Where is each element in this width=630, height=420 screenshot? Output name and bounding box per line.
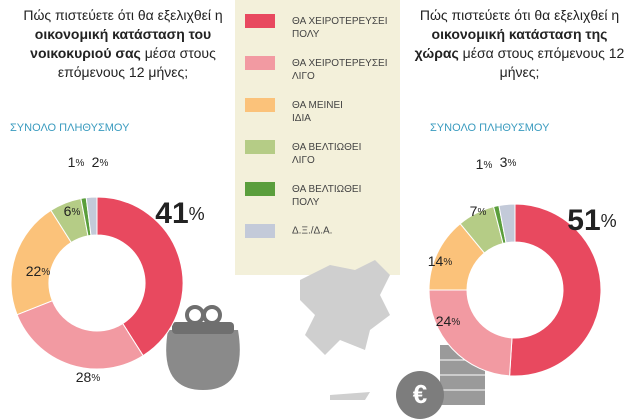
donut-slice bbox=[96, 196, 184, 357]
legend-label: ΘΑ ΜΕΙΝΕΙ ΙΔΙΑ bbox=[292, 100, 346, 124]
donut-slice bbox=[16, 300, 144, 370]
legend-label: ΘΑ ΒΕΛΤΙΩΘΕΙ ΛΙΓΟ bbox=[292, 142, 364, 166]
value-unit: % bbox=[91, 373, 100, 384]
legend-line: ΙΔΙΑ bbox=[292, 113, 311, 124]
value-number: 51 bbox=[567, 204, 600, 237]
legend-swatch bbox=[245, 98, 275, 112]
value-number: 3 bbox=[500, 154, 508, 170]
legend-line: ΘΑ ΒΕΛΤΙΩΘΕΙ bbox=[292, 184, 364, 195]
value-label: 1% bbox=[68, 154, 85, 170]
value-number: 41 bbox=[155, 197, 188, 230]
subtitle: ΣΥΝΟΛΟ ΠΛΗΘΥΣΜΟΥ bbox=[10, 122, 130, 134]
value-label: 24% bbox=[436, 313, 461, 329]
legend-line: ΘΑ ΒΕΛΤΙΩΘΕΙ bbox=[292, 142, 364, 153]
legend-swatch bbox=[245, 140, 275, 154]
value-unit: % bbox=[71, 207, 80, 218]
title-bold: οικονομική κατάσταση της χώρας bbox=[414, 26, 608, 61]
value-label: 6% bbox=[64, 203, 81, 219]
value-unit: % bbox=[477, 207, 486, 218]
subtitle: ΣΥΝΟΛΟ ΠΛΗΘΥΣΜΟΥ bbox=[430, 122, 550, 134]
value-number: 1 bbox=[68, 154, 76, 170]
left-title: Πώς πιστεύετε ότι θα εξελιχθεί η οικονομ… bbox=[8, 6, 238, 82]
value-unit: % bbox=[507, 158, 516, 169]
value-label: 2% bbox=[92, 154, 109, 170]
svg-text:€: € bbox=[413, 379, 427, 409]
value-number: 14 bbox=[428, 253, 444, 269]
value-label: 14% bbox=[428, 253, 453, 269]
legend-swatch bbox=[245, 182, 275, 196]
legend-line: ΘΑ ΜΕΙΝΕΙ bbox=[292, 100, 346, 111]
legend-line: ΛΙΓΟ bbox=[292, 71, 315, 82]
value-label: 41% bbox=[155, 197, 204, 230]
value-label: 7% bbox=[470, 203, 487, 219]
legend-swatch bbox=[245, 224, 275, 238]
title-text: Πώς πιστεύετε ότι θα εξελιχθεί η bbox=[23, 7, 223, 23]
value-number: 24 bbox=[436, 313, 452, 329]
value-unit: % bbox=[451, 317, 460, 328]
donut-slice bbox=[85, 196, 98, 236]
right-title: Πώς πιστεύετε ότι θα εξελιχθεί η οικονομ… bbox=[412, 6, 627, 82]
value-unit: % bbox=[443, 257, 452, 268]
value-label: 51% bbox=[567, 204, 616, 237]
legend-line: ΠΟΛΥ bbox=[292, 29, 320, 40]
value-unit: % bbox=[99, 158, 108, 169]
legend-swatch bbox=[245, 56, 275, 70]
value-number: 22 bbox=[26, 263, 42, 279]
donut-slice bbox=[498, 203, 516, 244]
legend-label: ΘΑ ΧΕΙΡΟΤΕΡΕΥΣΕΙ ΠΟΛΥ bbox=[292, 16, 390, 40]
value-label: 3% bbox=[500, 154, 517, 170]
legend-line: ΘΑ ΧΕΙΡΟΤΕΡΕΥΣΕΙ bbox=[292, 58, 390, 69]
title-text: Πώς πιστεύετε ότι θα εξελιχθεί η bbox=[419, 7, 620, 23]
legend-label: Δ.Ξ./Δ.Α. bbox=[292, 226, 332, 237]
legend-label: ΘΑ ΒΕΛΤΙΩΘΕΙ ΠΟΛΥ bbox=[292, 184, 364, 208]
legend-swatch bbox=[245, 14, 275, 28]
greece-map bbox=[300, 260, 390, 400]
value-unit: % bbox=[41, 267, 50, 278]
legend-line: ΘΑ ΧΕΙΡΟΤΕΡΕΥΣΕΙ bbox=[292, 16, 390, 27]
value-unit: % bbox=[483, 160, 492, 171]
title-bold: οικονομική κατάσταση του νοικοκυριού σας bbox=[30, 26, 212, 61]
value-unit: % bbox=[189, 204, 205, 224]
value-label: 28% bbox=[76, 369, 101, 385]
value-number: 1 bbox=[476, 156, 484, 172]
value-unit: % bbox=[75, 158, 84, 169]
legend-line: ΠΟΛΥ bbox=[292, 197, 320, 208]
legend-label: ΘΑ ΧΕΙΡΟΤΕΡΕΥΣΕΙ ΛΙΓΟ bbox=[292, 58, 390, 82]
title-text: μέσα στους επόμενους 12 μήνες; bbox=[57, 45, 216, 80]
value-number: 6 bbox=[64, 203, 72, 219]
value-label: 1% bbox=[476, 156, 493, 172]
donut-slice bbox=[509, 203, 602, 377]
value-number: 2 bbox=[92, 154, 100, 170]
value-label: 22% bbox=[26, 263, 51, 279]
value-number: 7 bbox=[470, 203, 478, 219]
purse-icon bbox=[166, 305, 240, 390]
value-number: 28 bbox=[76, 369, 92, 385]
legend-line: ΛΙΓΟ bbox=[292, 155, 315, 166]
title-text: μέσα στους επόμενους 12 μήνες; bbox=[458, 45, 625, 80]
value-unit: % bbox=[601, 211, 617, 231]
